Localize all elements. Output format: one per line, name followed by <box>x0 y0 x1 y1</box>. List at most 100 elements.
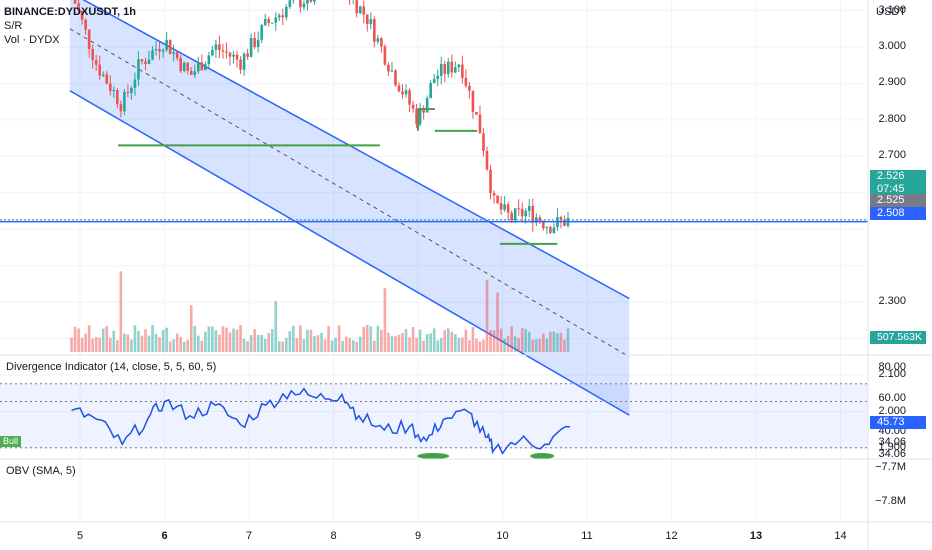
volume-bar <box>232 328 235 352</box>
volume-bar <box>77 328 80 352</box>
volume-bar <box>408 337 411 352</box>
volume-bar <box>390 335 394 352</box>
price-lines[interactable] <box>0 219 868 223</box>
volume-bar <box>411 327 415 352</box>
volume-bar <box>130 339 133 352</box>
volume-bar <box>281 341 285 352</box>
volume-bar <box>285 337 288 352</box>
candle-down <box>366 14 369 24</box>
volume-bar <box>161 329 165 352</box>
volume-bar <box>320 332 323 352</box>
volume-bar <box>478 341 482 352</box>
candle-up <box>211 49 214 56</box>
candle-down <box>397 85 401 92</box>
candle-up <box>197 62 200 72</box>
volume-bar <box>341 340 344 352</box>
volume-bar <box>147 335 151 352</box>
volume-bar <box>566 328 570 352</box>
candle-down <box>478 114 482 134</box>
volume-bar <box>267 333 271 352</box>
candle-down <box>520 208 524 217</box>
candle-up <box>112 90 116 92</box>
candle-up <box>429 82 432 99</box>
candle-up <box>436 75 440 80</box>
candle-down <box>496 195 499 204</box>
candle-up <box>404 90 408 95</box>
candle-up <box>457 64 461 68</box>
candle-down <box>140 59 144 62</box>
candle-up <box>513 208 517 221</box>
volume-bar <box>520 327 524 352</box>
price-channel[interactable] <box>69 0 630 416</box>
volume-bar <box>140 335 144 352</box>
candle-down <box>235 54 239 60</box>
candle-down <box>246 53 249 57</box>
price-tick: 2.800 <box>878 112 906 125</box>
volume-bar <box>429 333 432 352</box>
candle-down <box>450 61 454 73</box>
candle-down <box>77 3 80 11</box>
support-levels[interactable] <box>118 107 558 245</box>
volume-bar <box>211 326 214 352</box>
candle-up <box>503 204 506 210</box>
candle-up <box>130 87 133 94</box>
candle-up <box>432 79 436 83</box>
time-tick: 10 <box>496 530 509 542</box>
divergence-value-badge: 45.73 <box>870 416 926 429</box>
candle-down <box>119 104 123 112</box>
last-price-value: 2.526 <box>877 170 905 182</box>
candle-down <box>158 49 161 52</box>
sr-indicator-label[interactable]: S/R <box>4 20 23 32</box>
divergence-indicator <box>0 383 868 459</box>
candle-down <box>179 58 182 71</box>
volume-bar <box>425 334 429 352</box>
volume-bar <box>87 325 91 352</box>
candle-down <box>98 64 102 76</box>
volume-bar <box>563 339 566 352</box>
volume-bar <box>506 336 510 352</box>
volume-bar <box>496 292 499 352</box>
volume-bar <box>358 336 362 352</box>
volume-bar <box>351 340 355 352</box>
bull-divergence-tag: Bull <box>0 436 22 447</box>
volume-bar <box>292 325 295 352</box>
volume-bar <box>443 330 447 352</box>
candle-up <box>256 39 260 48</box>
candle-down <box>281 15 285 18</box>
price-tick: 3.100 <box>878 3 906 16</box>
symbol-title[interactable]: BINANCE:DYDXUSDT, 1h <box>4 6 137 18</box>
candle-up <box>154 49 158 51</box>
divergence-indicator-label[interactable]: Divergence Indicator (14, close, 5, 5, 6… <box>6 361 217 373</box>
candle-down <box>87 29 91 49</box>
candle-up <box>133 79 137 88</box>
candle-down <box>489 169 492 194</box>
volume-indicator-label[interactable]: Vol · DYDX <box>4 34 60 46</box>
volume-bar <box>228 332 232 352</box>
volume-bar <box>270 329 274 352</box>
volume-bar <box>330 340 334 352</box>
candle-up <box>137 59 140 80</box>
candle-up <box>165 39 168 50</box>
candle-down <box>517 208 520 210</box>
volume-bar <box>454 334 457 352</box>
currency-label: USDT <box>876 6 906 18</box>
volume-bar <box>151 324 154 352</box>
candle-down <box>549 227 552 234</box>
volume-bars <box>70 271 570 352</box>
volume-bar <box>513 336 517 352</box>
volume-bar <box>126 334 130 352</box>
candle-down <box>126 92 130 94</box>
time-tick: 7 <box>245 530 253 542</box>
volume-bar <box>313 336 316 352</box>
volume-bar <box>253 329 256 352</box>
volume-bar <box>471 327 475 352</box>
candle-down <box>267 18 271 23</box>
volume-bar <box>387 332 390 352</box>
volume-bar <box>295 338 299 352</box>
obv-indicator-label[interactable]: OBV (SMA, 5) <box>6 465 76 477</box>
volume-bar <box>482 339 485 352</box>
volume-bar <box>432 328 436 352</box>
candle-up <box>232 54 235 57</box>
candle-down <box>309 0 313 2</box>
